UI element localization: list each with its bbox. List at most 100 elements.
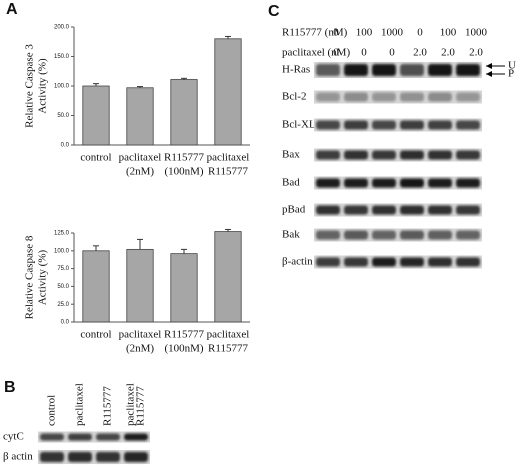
- bar: [82, 85, 110, 146]
- arrow-head: [486, 71, 492, 77]
- row-label: pBad: [282, 204, 306, 216]
- blot-band: [40, 433, 64, 441]
- blot-band: [400, 178, 424, 188]
- blot-band: [96, 433, 120, 441]
- x-tick-label: paclitaxel: [207, 152, 250, 164]
- blot-band: [456, 120, 480, 130]
- y-axis-label: Activity (%): [37, 250, 49, 306]
- condition-value: 1000: [465, 27, 488, 39]
- bar: [214, 38, 242, 146]
- blot-band: [400, 92, 424, 102]
- blot-band: [456, 150, 480, 160]
- blot-band: [372, 150, 396, 160]
- bar: [170, 79, 198, 146]
- blot-band: [344, 120, 368, 130]
- condition-value: 0: [389, 47, 395, 59]
- blot-band: [316, 230, 340, 240]
- bar: [126, 248, 154, 323]
- x-tick-label: R115777: [164, 329, 204, 341]
- blot-band: [316, 120, 340, 130]
- blot-band: [428, 257, 452, 267]
- blot-band: [316, 150, 340, 160]
- blot-band: [428, 120, 452, 130]
- blot-band: [456, 230, 480, 240]
- y-tick-label: 125.0: [54, 231, 70, 237]
- bar: [82, 250, 110, 323]
- row-label: β actin: [3, 451, 33, 463]
- blot-band: [372, 64, 396, 76]
- y-tick-label: 200.0: [54, 25, 70, 31]
- arrow-label: P: [508, 68, 514, 80]
- blot-band: [316, 64, 340, 76]
- blot-band: [344, 178, 368, 188]
- blot-band: [428, 64, 452, 76]
- arrow-label: U: [508, 60, 516, 72]
- blot-band: [372, 257, 396, 267]
- blot-band: [456, 205, 480, 215]
- blot-band: [372, 230, 396, 240]
- row-label: Bad: [282, 177, 300, 189]
- blot-band: [456, 92, 480, 102]
- blot-band: [40, 452, 64, 462]
- blot-band: [344, 257, 368, 267]
- x-tick-label: (2nM): [126, 343, 154, 355]
- y-tick-label: 100.0: [54, 248, 70, 254]
- row-label: β-actin: [282, 256, 313, 268]
- condition-value: 0: [333, 27, 339, 39]
- condition-value: 2.0: [469, 47, 483, 59]
- row-label: Bcl-2: [282, 91, 306, 103]
- blot-background: [38, 431, 150, 443]
- blot-band: [68, 452, 92, 462]
- blot-band: [400, 120, 424, 130]
- condition-value: 1000: [381, 27, 404, 39]
- x-tick-label: R115777: [208, 343, 248, 355]
- bar: [126, 87, 154, 146]
- x-tick-label: R115777: [164, 152, 204, 164]
- blot-band: [96, 452, 120, 462]
- y-axis-label: Activity (%): [37, 58, 49, 114]
- blot-band: [316, 178, 340, 188]
- blot-band: [316, 92, 340, 102]
- lane-label: R115777: [102, 386, 114, 426]
- condition-value: 2.0: [441, 47, 455, 59]
- blot-band: [124, 452, 148, 462]
- blot-band: [400, 150, 424, 160]
- blot-band: [344, 230, 368, 240]
- blot-band: [316, 205, 340, 215]
- x-tick-label: (2nM): [126, 166, 154, 178]
- condition-value: 0: [333, 47, 339, 59]
- blot-band: [428, 230, 452, 240]
- x-tick-label: (100nM): [164, 166, 203, 178]
- blot-band: [124, 433, 148, 441]
- x-tick-label: paclitaxel: [119, 329, 162, 341]
- blot-band: [400, 64, 424, 76]
- y-tick-label: 75.0: [57, 266, 69, 272]
- blot-band: [372, 120, 396, 130]
- y-tick-label: 150.0: [54, 54, 70, 60]
- lane-label: R115777: [135, 386, 147, 426]
- y-axis-label: Relative Caspase 8: [24, 235, 36, 319]
- lane-label: paclitaxel: [74, 383, 86, 426]
- blot-band: [344, 92, 368, 102]
- panel-label: B: [4, 379, 16, 396]
- y-tick-label: 0.0: [61, 143, 70, 149]
- x-tick-label: control: [80, 329, 111, 341]
- x-tick-label: R115777: [208, 166, 248, 178]
- x-tick-label: paclitaxel: [119, 152, 162, 164]
- condition-value: 0: [361, 47, 367, 59]
- blot-band: [400, 205, 424, 215]
- condition-value: 100: [440, 27, 457, 39]
- row-label: H-Ras: [282, 64, 310, 76]
- panel-label: C: [268, 3, 280, 20]
- row-label: cytC: [3, 431, 24, 443]
- blot-band: [400, 230, 424, 240]
- blot-band: [428, 150, 452, 160]
- row-label: Bcl-XL: [282, 119, 316, 131]
- y-tick-label: 50.0: [57, 113, 69, 119]
- row-label: Bak: [282, 229, 300, 241]
- y-axis-label: Relative Caspase 3: [24, 44, 36, 128]
- x-tick-label: paclitaxel: [207, 329, 250, 341]
- bar: [170, 253, 198, 323]
- y-tick-label: 100.0: [54, 84, 70, 90]
- blot-band: [372, 178, 396, 188]
